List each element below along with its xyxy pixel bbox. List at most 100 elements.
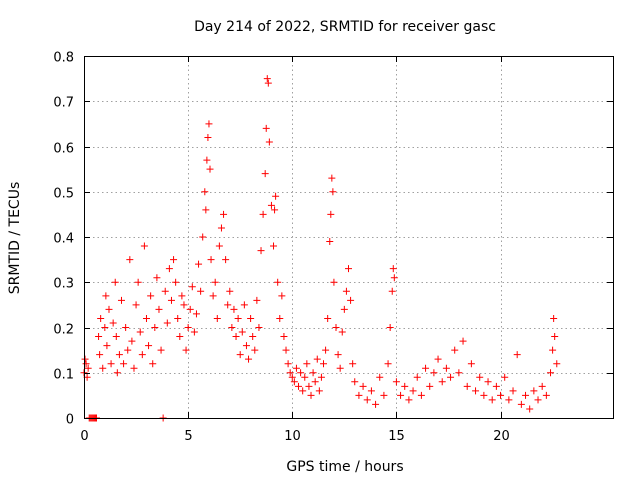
data-point	[397, 391, 405, 399]
data-point	[257, 247, 265, 255]
data-point	[236, 351, 244, 359]
grid-layer	[84, 56, 613, 418]
data-point	[547, 369, 555, 377]
data-point	[336, 364, 344, 372]
data-point	[265, 138, 273, 146]
data-point	[242, 342, 250, 350]
data-point	[492, 382, 500, 390]
data-point	[505, 396, 513, 404]
data-point	[549, 346, 557, 354]
data-point	[355, 391, 363, 399]
data-point	[327, 210, 335, 218]
ticks-layer	[84, 56, 613, 419]
data-point	[174, 314, 182, 322]
data-point	[176, 333, 184, 341]
data-point	[297, 369, 305, 377]
data-point	[276, 314, 284, 322]
data-point	[551, 333, 559, 341]
data-point	[451, 346, 459, 354]
data-point	[109, 319, 117, 327]
y-tick-label: 0.2	[53, 323, 74, 338]
data-point	[172, 278, 180, 286]
series-srmtid	[80, 75, 561, 422]
data-point	[513, 351, 521, 359]
data-point	[282, 346, 290, 354]
data-point	[313, 355, 321, 363]
data-point	[288, 373, 296, 381]
data-point	[232, 333, 240, 341]
x-tick-label: 0	[80, 429, 88, 444]
data-point	[359, 382, 367, 390]
data-point	[388, 287, 396, 295]
data-point	[484, 378, 492, 386]
data-point	[305, 382, 313, 390]
data-point	[255, 324, 263, 331]
x-axis-label: GPS time / hours	[286, 459, 403, 475]
data-point	[467, 360, 475, 368]
data-point	[230, 305, 238, 313]
data-point	[199, 233, 207, 241]
data-point	[238, 328, 246, 336]
data-point	[147, 292, 155, 300]
data-point	[292, 364, 300, 372]
data-point	[405, 396, 413, 404]
data-point	[124, 346, 132, 354]
data-point	[342, 287, 350, 295]
data-point	[182, 346, 190, 354]
data-point	[151, 324, 159, 331]
data-point	[320, 360, 328, 368]
data-point	[184, 324, 192, 331]
data-point	[170, 256, 178, 264]
data-point	[324, 314, 332, 322]
data-point	[197, 287, 205, 295]
data-point	[326, 238, 334, 246]
data-point	[363, 396, 371, 404]
data-point	[332, 324, 340, 331]
data-point	[550, 314, 558, 322]
data-point	[480, 391, 488, 399]
data-point	[272, 192, 280, 200]
data-point	[390, 274, 398, 282]
data-point	[192, 310, 200, 318]
data-point	[180, 301, 188, 309]
data-point	[178, 292, 186, 300]
data-point	[386, 324, 394, 331]
data-point	[455, 369, 463, 377]
data-point	[334, 351, 342, 359]
data-point	[442, 364, 450, 372]
x-tick-label: 15	[388, 429, 405, 444]
data-point	[447, 373, 455, 381]
data-point	[290, 378, 298, 386]
data-point	[267, 201, 275, 209]
data-point	[113, 369, 121, 377]
data-point	[247, 314, 255, 322]
data-point	[204, 133, 212, 141]
data-point	[120, 360, 128, 368]
data-point	[338, 328, 346, 336]
data-point	[101, 324, 109, 331]
data-point	[345, 265, 352, 273]
data-point	[251, 346, 259, 354]
data-point	[413, 373, 421, 381]
data-point	[280, 333, 288, 341]
data-point	[261, 170, 269, 178]
data-point	[149, 360, 157, 368]
data-point	[153, 274, 161, 282]
data-point	[263, 75, 271, 83]
y-tick-label: 0.4	[53, 232, 74, 247]
data-point	[111, 278, 119, 286]
y-tick-label: 0.3	[53, 277, 74, 292]
y-tick-label: 0.1	[53, 368, 74, 383]
data-point	[163, 319, 171, 327]
data-point	[301, 373, 309, 381]
data-point	[105, 305, 113, 313]
data-point	[264, 79, 272, 87]
data-point	[195, 260, 203, 268]
data-point	[488, 396, 496, 404]
y-tick-label: 0.5	[53, 187, 74, 202]
data-point	[222, 256, 230, 264]
data-point	[295, 382, 303, 390]
data-point	[530, 387, 538, 395]
y-axis-label: SRMTID / TECUs	[7, 182, 23, 295]
data-point	[190, 328, 198, 336]
